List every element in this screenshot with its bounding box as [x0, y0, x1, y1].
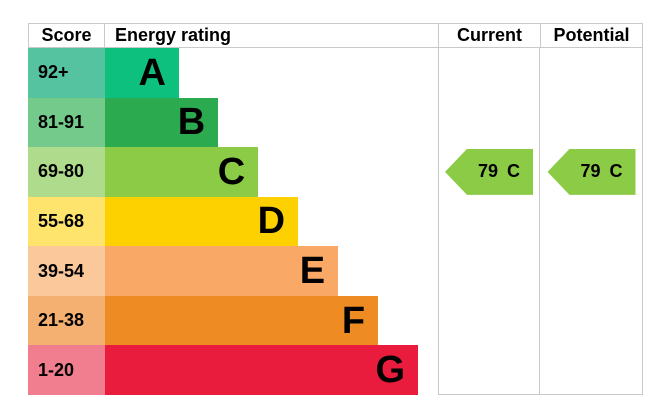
band-bar-b: B	[105, 97, 219, 148]
band-row-c: C	[105, 147, 438, 197]
band-letter-b: B	[177, 101, 206, 144]
band-row-f: F	[105, 295, 438, 346]
current-rating-value: 79	[477, 161, 499, 182]
band-row-d: D	[105, 196, 438, 247]
potential-column-header: Potential	[540, 23, 643, 48]
band-letter-e: E	[299, 250, 326, 293]
band-row-g: G	[105, 345, 438, 395]
band-row-e: E	[105, 246, 438, 296]
band-bar-e: E	[105, 246, 339, 296]
potential-column-frame	[540, 48, 643, 395]
current-rating-band: C	[507, 161, 521, 182]
score-cell-e: 39-54	[28, 246, 105, 296]
band-letter-f: F	[341, 299, 366, 342]
band-row-a: A	[105, 48, 438, 98]
current-rating-arrow: 79 C	[445, 148, 533, 195]
score-cell-d: 55-68	[28, 196, 105, 247]
band-bar-a: A	[105, 48, 179, 98]
potential-rating-arrow: 79 C	[547, 148, 636, 195]
current-rating-cell: 79 C	[438, 147, 540, 197]
band-bar-d: D	[105, 196, 299, 247]
band-letter-d: D	[257, 200, 286, 243]
band-bar-g: G	[105, 345, 419, 395]
score-cell-f: 21-38	[28, 295, 105, 346]
current-column-header: Current	[438, 23, 540, 48]
potential-rating-value: 79	[580, 161, 601, 182]
epc-rating-chart: Score Energy rating Current Potential 92…	[28, 23, 643, 395]
score-cell-g: 1-20	[28, 345, 105, 395]
band-bar-f: F	[105, 295, 379, 346]
band-letter-a: A	[138, 51, 166, 94]
band-letter-c: C	[217, 150, 246, 193]
band-row-b: B	[105, 97, 438, 148]
energy-rating-column-header: Energy rating	[105, 23, 438, 48]
potential-rating-band: C	[609, 161, 623, 182]
score-cell-a: 92+	[28, 48, 105, 98]
current-column-frame	[438, 48, 540, 395]
band-bar-c: C	[105, 147, 259, 197]
band-letter-g: G	[375, 349, 406, 392]
score-cell-c: 69-80	[28, 147, 105, 197]
potential-rating-cell: 79 C	[540, 147, 643, 197]
score-column-header: Score	[28, 23, 105, 48]
score-cell-b: 81-91	[28, 97, 105, 148]
